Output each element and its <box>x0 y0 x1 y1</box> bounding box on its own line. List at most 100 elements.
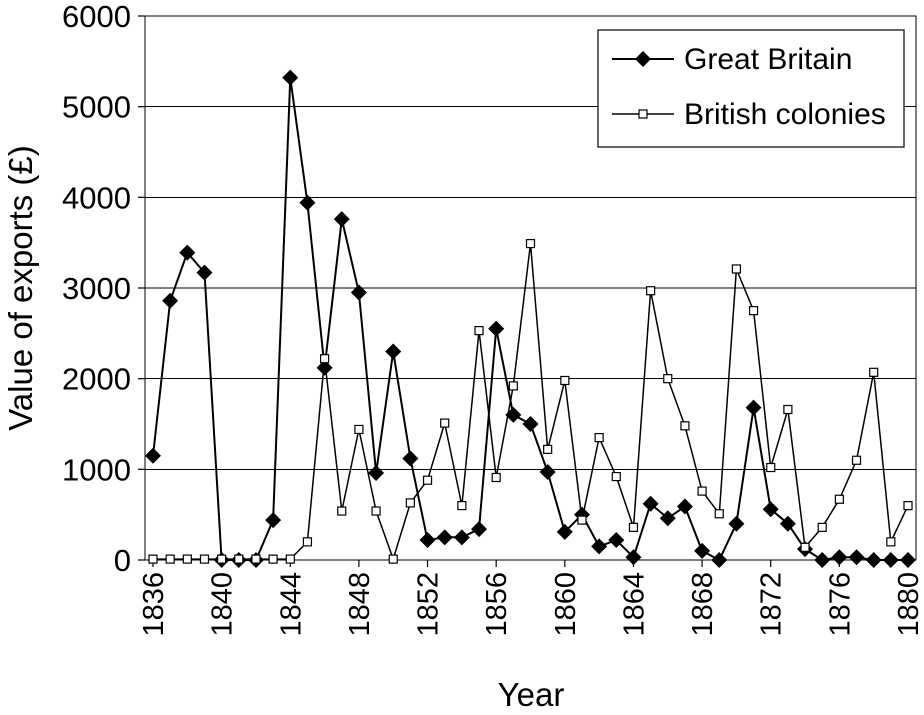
data-point-great-britain <box>676 498 693 515</box>
series-line-great-britain <box>152 77 908 562</box>
data-point-british-colonies <box>577 515 587 525</box>
data-point-great-britain <box>162 292 179 309</box>
x-axis-title: Year <box>498 676 565 713</box>
data-point-british-colonies <box>285 554 295 564</box>
data-point-british-colonies <box>886 537 896 547</box>
data-point-great-britain <box>539 464 556 481</box>
data-point-british-colonies <box>646 286 656 296</box>
y-tick-label: 2000 <box>62 362 131 397</box>
data-point-great-britain <box>436 529 453 546</box>
legend-label-british-colonies: British colonies <box>684 98 886 131</box>
data-point-great-britain <box>659 510 676 527</box>
data-point-great-britain <box>453 529 470 546</box>
data-point-british-colonies <box>714 509 724 519</box>
x-tick-label: 1868 <box>687 572 719 637</box>
data-point-british-colonies <box>697 486 707 496</box>
y-axis-title: Value of exports (£) <box>2 145 39 431</box>
data-point-british-colonies <box>560 375 570 386</box>
data-point-great-britain <box>488 320 505 337</box>
data-point-great-britain <box>728 515 745 532</box>
data-point-great-britain <box>316 359 333 376</box>
x-tick-label: 1876 <box>824 572 856 637</box>
data-point-british-colonies <box>800 542 810 552</box>
data-point-british-colonies <box>165 554 175 564</box>
data-point-british-colonies <box>663 374 673 384</box>
y-tick-label: 4000 <box>62 180 131 215</box>
data-point-british-colonies <box>405 498 415 508</box>
data-point-british-colonies <box>388 554 398 564</box>
data-point-british-colonies <box>148 554 158 564</box>
y-tick-label: 3000 <box>62 271 131 306</box>
data-point-british-colonies <box>182 554 192 564</box>
data-point-british-colonies <box>440 418 450 428</box>
y-axis-ticks: 0 1000 2000 3000 4000 5000 6000 <box>62 0 145 578</box>
legend-label-great-britain: Great Britain <box>684 43 852 76</box>
series-lines <box>145 69 916 568</box>
series-line-british-colonies <box>153 243 909 562</box>
data-point-great-britain <box>814 552 831 568</box>
x-tick-label: 1836 <box>138 572 170 637</box>
x-tick-label: 1848 <box>344 572 376 637</box>
data-point-british-colonies <box>217 554 227 564</box>
data-point-british-colonies <box>457 501 467 511</box>
data-point-great-britain <box>419 532 436 549</box>
data-point-british-colonies <box>748 306 759 316</box>
data-point-british-colonies <box>869 367 879 377</box>
data-point-great-britain <box>711 552 728 568</box>
x-tick-label: 1856 <box>481 572 513 637</box>
data-point-great-britain <box>350 284 367 301</box>
data-point-great-britain <box>762 501 779 518</box>
data-point-british-colonies <box>680 421 690 431</box>
data-point-british-colonies <box>525 238 536 249</box>
data-point-great-britain <box>608 532 625 549</box>
legend-box <box>597 29 905 148</box>
data-point-british-colonies <box>834 494 844 504</box>
data-point-great-britain <box>779 515 796 532</box>
x-tick-label: 1872 <box>756 572 788 637</box>
data-point-british-colonies <box>302 537 313 547</box>
x-tick-label: 1860 <box>550 572 582 637</box>
data-point-british-colonies <box>319 354 330 364</box>
data-point-british-colonies <box>611 471 621 482</box>
data-point-great-britain <box>831 549 848 566</box>
data-point-british-colonies <box>851 455 862 465</box>
data-point-british-colonies <box>474 326 484 336</box>
data-point-british-colonies <box>491 472 501 483</box>
data-point-british-colonies <box>543 444 553 454</box>
data-point-great-britain <box>265 512 282 529</box>
data-point-great-britain <box>900 552 916 568</box>
data-point-great-britain <box>745 399 762 416</box>
data-point-great-britain <box>882 552 899 568</box>
data-point-british-colonies <box>422 475 433 485</box>
x-axis-ticks: 1836 1840 1844 1848 1852 1856 1860 1864 1868 1872… <box>138 560 924 637</box>
data-point-british-colonies <box>251 554 261 564</box>
legend-marker-great-britain <box>635 51 651 67</box>
y-tick-label: 0 <box>114 543 131 578</box>
data-point-british-colonies <box>817 522 827 532</box>
data-point-great-britain <box>333 211 350 228</box>
gridlines <box>145 106 916 470</box>
data-point-great-britain <box>848 549 865 566</box>
x-tick-label: 1844 <box>275 572 307 637</box>
x-tick-label: 1864 <box>618 572 650 637</box>
data-point-british-colonies <box>731 264 742 274</box>
data-point-great-britain <box>865 552 882 568</box>
x-tick-label: 1840 <box>207 572 239 637</box>
data-point-british-colonies <box>268 554 278 564</box>
data-point-british-colonies <box>234 554 244 564</box>
data-point-british-colonies <box>371 506 381 516</box>
legend: Great Britain British colonies <box>597 29 905 148</box>
data-point-british-colonies <box>199 554 210 564</box>
x-tick-label: 1852 <box>413 572 445 637</box>
x-tick-label: 1880 <box>893 572 924 637</box>
data-point-great-britain <box>145 447 161 464</box>
data-point-great-britain <box>642 495 659 512</box>
data-point-british-colonies <box>337 506 347 516</box>
data-point-great-britain <box>196 264 213 281</box>
data-point-great-britain <box>368 464 385 481</box>
data-point-great-britain <box>299 194 316 211</box>
data-point-great-britain <box>522 416 539 432</box>
y-tick-label: 6000 <box>62 0 131 34</box>
data-point-british-colonies <box>508 381 518 391</box>
data-point-great-britain <box>179 244 196 261</box>
